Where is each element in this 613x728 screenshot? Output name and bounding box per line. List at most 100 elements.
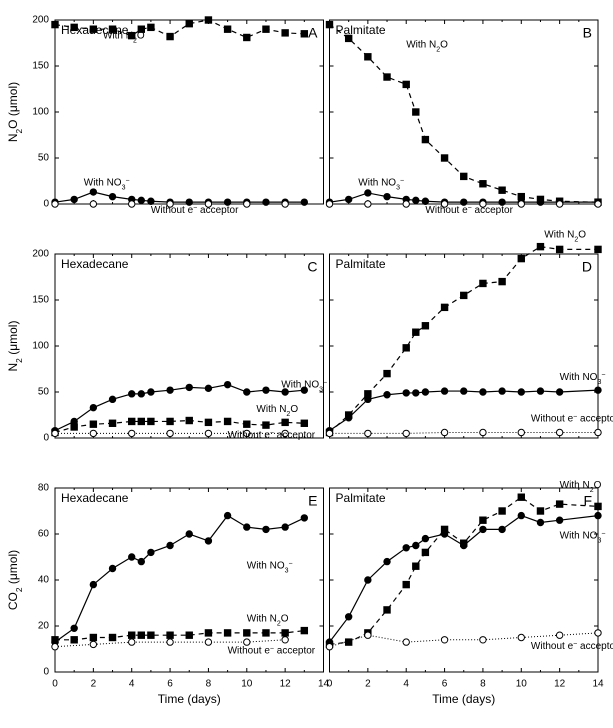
marker — [365, 190, 371, 196]
svg-text:Hexadecane: Hexadecane — [61, 257, 129, 271]
svg-text:0: 0 — [43, 199, 49, 210]
marker — [129, 430, 135, 436]
marker — [595, 387, 601, 393]
marker — [301, 420, 307, 426]
marker — [90, 430, 96, 436]
svg-text:With N2O: With N2O — [544, 229, 586, 243]
marker — [205, 419, 211, 425]
marker — [205, 639, 211, 645]
marker — [90, 404, 96, 410]
marker — [167, 632, 173, 638]
svg-text:With NO3−: With NO3− — [560, 372, 606, 386]
marker — [480, 637, 486, 643]
marker — [205, 538, 211, 544]
marker — [422, 535, 428, 541]
marker — [518, 512, 524, 518]
svg-text:4: 4 — [403, 679, 409, 690]
marker — [224, 512, 230, 518]
marker — [109, 634, 115, 640]
marker — [282, 524, 288, 530]
marker — [244, 639, 250, 645]
marker — [263, 26, 269, 32]
svg-text:N2 (μmol): N2 (μmol) — [6, 321, 24, 372]
series-D-n2o-line — [330, 247, 599, 433]
svg-text:12: 12 — [280, 679, 292, 690]
marker — [129, 554, 135, 560]
marker — [301, 515, 307, 521]
marker — [148, 24, 154, 30]
marker — [138, 632, 144, 638]
marker — [413, 329, 419, 335]
svg-text:50: 50 — [38, 153, 50, 164]
marker — [365, 396, 371, 402]
marker — [244, 421, 250, 427]
marker — [365, 54, 371, 60]
marker — [422, 136, 428, 142]
marker — [263, 526, 269, 532]
svg-text:CO2 (μmol): CO2 (μmol) — [6, 550, 24, 610]
marker — [205, 17, 211, 23]
marker — [224, 418, 230, 424]
svg-text:6: 6 — [167, 679, 173, 690]
marker — [90, 421, 96, 427]
marker — [244, 201, 250, 207]
marker — [480, 429, 486, 435]
marker — [71, 196, 77, 202]
marker — [167, 33, 173, 39]
marker — [413, 197, 419, 203]
svg-text:C: C — [307, 259, 317, 275]
marker — [263, 422, 269, 428]
svg-text:200: 200 — [32, 249, 49, 260]
svg-text:40: 40 — [38, 575, 50, 586]
marker — [282, 30, 288, 36]
marker — [461, 542, 467, 548]
figure-svg: 050100150200HexadecaneAN2O (μmol)With N2… — [0, 0, 613, 728]
svg-text:Without e− acceptor: Without e− acceptor — [531, 641, 613, 653]
svg-text:Without e− acceptor: Without e− acceptor — [151, 205, 239, 217]
svg-text:8: 8 — [480, 679, 486, 690]
svg-text:Without e− acceptor: Without e− acceptor — [228, 645, 316, 657]
marker — [186, 632, 192, 638]
marker — [301, 31, 307, 37]
marker — [90, 634, 96, 640]
marker — [518, 494, 524, 500]
marker — [244, 630, 250, 636]
svg-text:A: A — [308, 25, 318, 41]
marker — [422, 198, 428, 204]
marker — [403, 581, 409, 587]
marker — [90, 641, 96, 647]
marker — [441, 637, 447, 643]
marker — [403, 430, 409, 436]
marker — [71, 424, 77, 430]
marker — [52, 21, 58, 27]
svg-text:Palmitate: Palmitate — [336, 491, 386, 505]
marker — [422, 549, 428, 555]
svg-text:0: 0 — [43, 667, 49, 678]
svg-text:Time (days): Time (days) — [432, 692, 495, 706]
marker — [244, 389, 250, 395]
marker — [480, 517, 486, 523]
marker — [52, 644, 58, 650]
marker — [461, 292, 467, 298]
marker — [384, 193, 390, 199]
svg-text:B: B — [583, 25, 592, 41]
marker — [413, 563, 419, 569]
marker — [556, 201, 562, 207]
marker — [441, 155, 447, 161]
svg-text:0: 0 — [52, 679, 58, 690]
marker — [224, 381, 230, 387]
marker — [186, 20, 192, 26]
marker — [148, 198, 154, 204]
marker — [282, 419, 288, 425]
svg-text:2: 2 — [365, 679, 371, 690]
marker — [345, 614, 351, 620]
marker — [148, 632, 154, 638]
marker — [384, 607, 390, 613]
marker — [461, 388, 467, 394]
marker — [441, 304, 447, 310]
svg-text:2: 2 — [91, 679, 97, 690]
marker — [480, 181, 486, 187]
svg-text:Palmitate: Palmitate — [336, 23, 386, 37]
marker — [282, 637, 288, 643]
marker — [167, 542, 173, 548]
